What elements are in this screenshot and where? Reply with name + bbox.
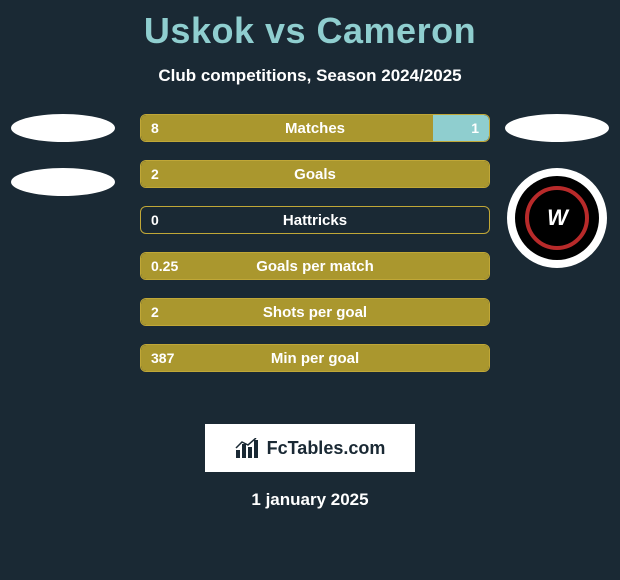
club-logo-inner: W	[515, 176, 599, 260]
stat-row-goals-per-match: 0.25 Goals per match	[140, 252, 490, 280]
stat-label: Shots per goal	[141, 299, 489, 325]
left-player-badges	[8, 114, 118, 222]
stat-row-hattricks: 0 Hattricks	[140, 206, 490, 234]
comparison-content: W 8 Matches 1 2 Goals 0 Hattricks	[0, 114, 620, 414]
stat-row-goals: 2 Goals	[140, 160, 490, 188]
stat-label: Goals	[141, 161, 489, 187]
stat-bars: 8 Matches 1 2 Goals 0 Hattricks 0.25 Goa…	[140, 114, 490, 390]
stat-label: Goals per match	[141, 253, 489, 279]
stat-row-min-per-goal: 387 Min per goal	[140, 344, 490, 372]
stat-label: Hattricks	[141, 207, 489, 233]
comparison-title: Uskok vs Cameron	[0, 0, 620, 52]
fctables-logo-text: FcTables.com	[267, 438, 386, 459]
snapshot-date: 1 january 2025	[0, 490, 620, 510]
stat-label: Matches	[141, 115, 489, 141]
right-player-badges: W	[502, 114, 612, 268]
stat-value-right: 1	[471, 115, 479, 141]
club-logo: W	[507, 168, 607, 268]
stat-row-matches: 8 Matches 1	[140, 114, 490, 142]
club-logo-placeholder	[11, 168, 115, 196]
stat-row-shots-per-goal: 2 Shots per goal	[140, 298, 490, 326]
club-logo-ring	[525, 186, 589, 250]
player-photo-placeholder	[11, 114, 115, 142]
stat-label: Min per goal	[141, 345, 489, 371]
player-photo-placeholder	[505, 114, 609, 142]
comparison-subtitle: Club competitions, Season 2024/2025	[0, 66, 620, 86]
bar-chart-icon	[235, 438, 261, 458]
fctables-logo: FcTables.com	[205, 424, 415, 472]
